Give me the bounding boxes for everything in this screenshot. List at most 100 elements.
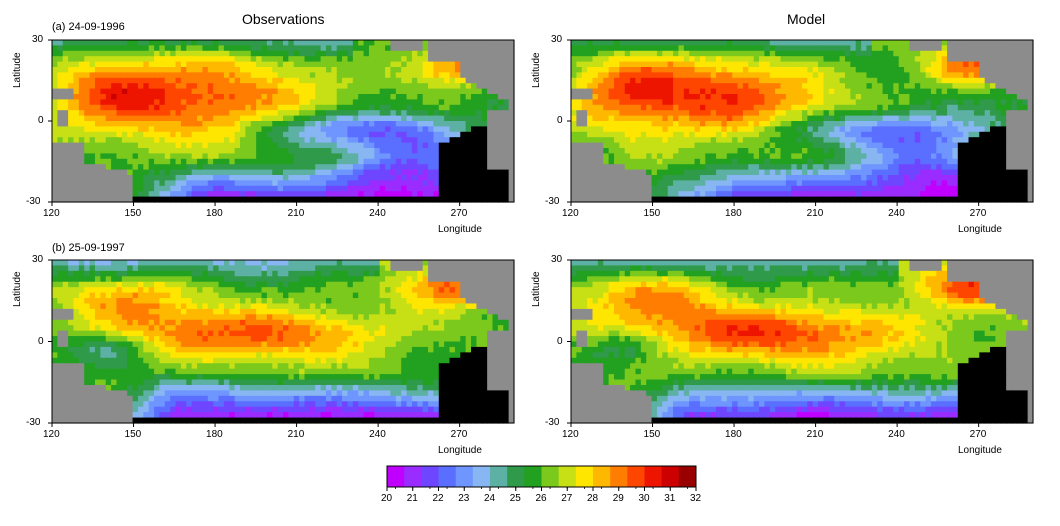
- heatmap-cell: [957, 164, 964, 171]
- heatmap-cell: [336, 185, 343, 192]
- heatmap-cell: [603, 83, 610, 90]
- heatmap-cell: [127, 169, 134, 176]
- heatmap-cell: [223, 196, 230, 203]
- heatmap-cell: [137, 61, 144, 68]
- heatmap-cell: [52, 148, 58, 154]
- heatmap-cell: [213, 121, 220, 127]
- heatmap-cell: [871, 175, 878, 181]
- heatmap-cell: [871, 137, 878, 144]
- heatmap-cell: [379, 45, 386, 52]
- heatmap-cell: [968, 153, 975, 160]
- heatmap-cell: [576, 99, 583, 106]
- heatmap-cell: [444, 137, 451, 144]
- heatmap-cell: [395, 50, 402, 57]
- heatmap-cell: [613, 137, 620, 144]
- heatmap-cell: [963, 104, 970, 111]
- heatmap-cell: [597, 180, 604, 187]
- heatmap-cell: [175, 191, 182, 198]
- heatmap-cell: [132, 121, 139, 127]
- heatmap-cell: [492, 180, 499, 187]
- heatmap-cell: [871, 153, 878, 160]
- heatmap-cell: [1022, 175, 1029, 181]
- heatmap-cell: [844, 40, 851, 46]
- heatmap-cell: [689, 126, 696, 133]
- heatmap-cell: [325, 88, 332, 95]
- heatmap-cell: [737, 110, 744, 117]
- heatmap-cell: [898, 131, 905, 138]
- heatmap-cell: [336, 61, 343, 68]
- heatmap-cell: [1000, 121, 1007, 127]
- heatmap-cell: [272, 169, 279, 176]
- heatmap-cell: [465, 83, 472, 90]
- heatmap-cell: [678, 131, 685, 138]
- heatmap-cell: [597, 50, 604, 57]
- heatmap-cell: [791, 153, 798, 160]
- heatmap-cell: [309, 196, 316, 203]
- heatmap-cell: [646, 83, 653, 90]
- heatmap-cell: [315, 61, 322, 68]
- heatmap-cell: [454, 115, 461, 122]
- heatmap-cell: [320, 164, 327, 171]
- heatmap-cell: [823, 104, 830, 111]
- heatmap-cell: [213, 77, 220, 84]
- heatmap-cell: [154, 137, 161, 144]
- heatmap-cell: [223, 148, 230, 154]
- heatmap-cell: [84, 164, 91, 171]
- heatmap-cell: [780, 180, 787, 187]
- heatmap-cell: [887, 131, 894, 138]
- heatmap-cell: [597, 99, 604, 106]
- heatmap-cell: [401, 185, 408, 192]
- heatmap-cell: [624, 131, 631, 138]
- heatmap-cell: [320, 110, 327, 117]
- heatmap-cell: [581, 142, 588, 149]
- heatmap-cell: [1027, 158, 1034, 165]
- heatmap-cell: [866, 40, 873, 46]
- heatmap-cell: [503, 104, 510, 111]
- heatmap-cell: [148, 185, 155, 192]
- heatmap-cell: [571, 153, 577, 160]
- heatmap-cell: [689, 83, 696, 90]
- heatmap-cell: [802, 77, 808, 84]
- heatmap-cell: [699, 94, 706, 100]
- heatmap-cell: [481, 77, 488, 84]
- heatmap-cell: [250, 50, 257, 57]
- heatmap-cell: [823, 115, 830, 122]
- heatmap-cell: [952, 126, 959, 133]
- heatmap-cell: [143, 104, 150, 111]
- heatmap-cell: [170, 185, 177, 192]
- heatmap-cell: [624, 83, 631, 90]
- heatmap-cell: [175, 121, 182, 127]
- heatmap-cell: [57, 191, 64, 198]
- heatmap-cell: [742, 61, 749, 68]
- heatmap-cell: [678, 56, 685, 63]
- heatmap-cell: [352, 61, 359, 68]
- heatmap-cell: [449, 142, 456, 149]
- heatmap-cell: [508, 153, 515, 160]
- heatmap-cell: [433, 137, 440, 144]
- heatmap-cell: [855, 72, 862, 79]
- heatmap-cell: [979, 61, 986, 68]
- heatmap-cell: [223, 115, 230, 122]
- heatmap-cell: [245, 61, 252, 68]
- heatmap-cell: [73, 56, 80, 63]
- heatmap-cell: [283, 56, 289, 63]
- heatmap-cell: [581, 131, 588, 138]
- heatmap-cell: [422, 56, 429, 63]
- heatmap-cell: [844, 180, 851, 187]
- heatmap-cell: [250, 158, 257, 165]
- heatmap-cell: [159, 153, 166, 160]
- heatmap-cell: [433, 45, 440, 52]
- heatmap-cell: [186, 110, 193, 117]
- heatmap-cell: [78, 83, 85, 90]
- heatmap-cell: [963, 77, 970, 84]
- heatmap-cell: [234, 169, 241, 176]
- heatmap-cell: [608, 72, 615, 79]
- heatmap-cell: [909, 104, 916, 111]
- heatmap-cell: [137, 72, 144, 79]
- heatmap-cell: [828, 83, 835, 90]
- heatmap-cell: [995, 115, 1002, 122]
- heatmap-cell: [218, 72, 225, 79]
- heatmap-cell: [780, 50, 787, 57]
- heatmap-cell: [428, 83, 435, 90]
- heatmap-cell: [417, 185, 424, 192]
